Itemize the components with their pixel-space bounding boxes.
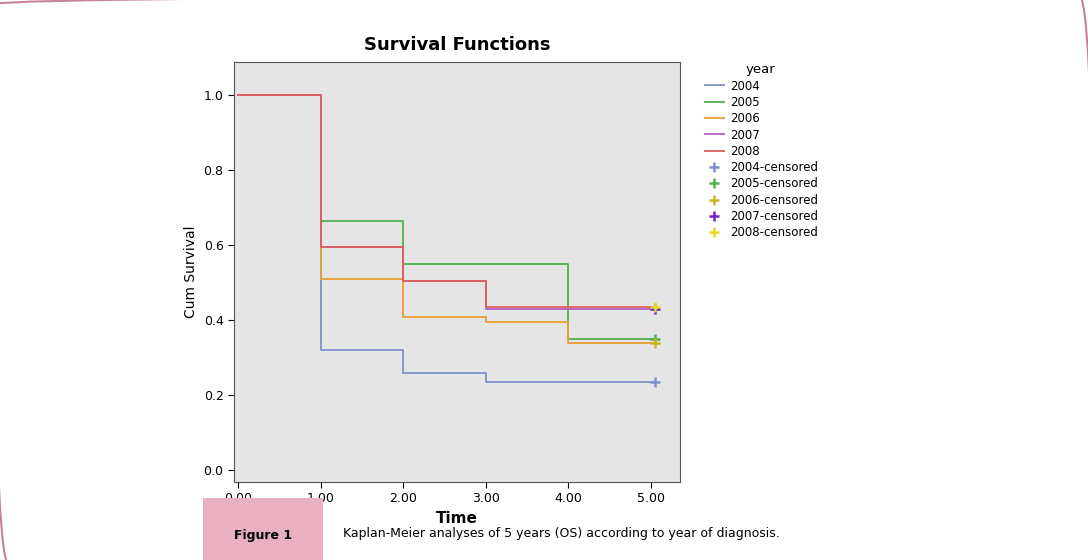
Text: Kaplan-Meier analyses of 5 years (OS) according to year of diagnosis.: Kaplan-Meier analyses of 5 years (OS) ac… xyxy=(343,528,779,540)
Text: Figure 1: Figure 1 xyxy=(234,529,292,542)
Y-axis label: Cum Survival: Cum Survival xyxy=(184,225,198,318)
X-axis label: Time: Time xyxy=(436,511,478,526)
Title: Survival Functions: Survival Functions xyxy=(363,36,551,54)
Legend: 2004, 2005, 2006, 2007, 2008, 2004-censored, 2005-censored, 2006-censored, 2007-: 2004, 2005, 2006, 2007, 2008, 2004-censo… xyxy=(704,63,818,239)
